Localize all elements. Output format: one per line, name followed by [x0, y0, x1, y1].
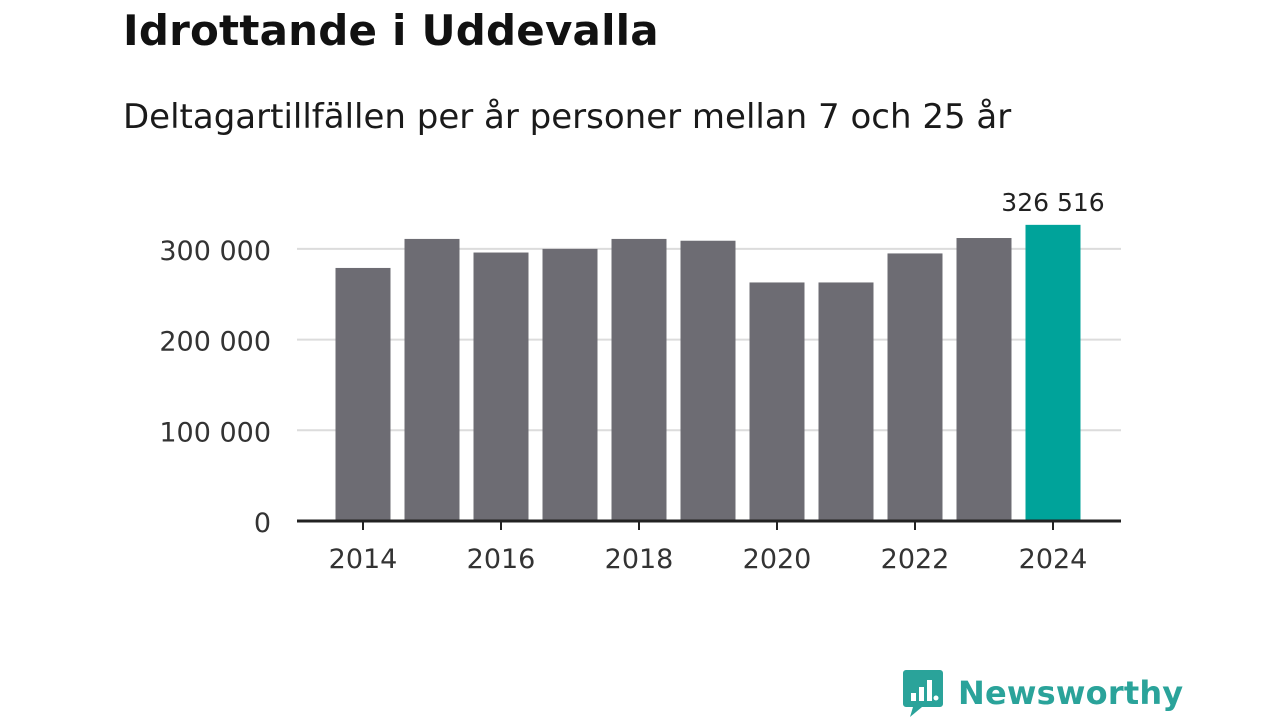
- bar: [404, 238, 460, 521]
- newsworthy-logo-icon: [903, 670, 943, 717]
- newsworthy-logo: Newsworthy: [902, 668, 1183, 718]
- x-tick-label: 2020: [743, 544, 812, 575]
- bar: [335, 267, 391, 521]
- x-tick-label: 2014: [329, 544, 398, 575]
- x-tick-label: 2024: [1019, 544, 1088, 575]
- x-tick-label: 2016: [467, 544, 536, 575]
- bar: [887, 253, 943, 521]
- bar-highlight: [1025, 224, 1081, 522]
- newsworthy-logo-text: Newsworthy: [958, 674, 1184, 712]
- bar: [542, 248, 598, 521]
- y-tick-label: 300 000: [159, 236, 271, 267]
- chart-subtitle: Deltagartillfällen per år personer mella…: [123, 97, 1012, 137]
- x-tick-label: 2018: [605, 544, 674, 575]
- bar: [749, 282, 805, 521]
- x-tick-label: 2022: [881, 544, 950, 575]
- bar: [473, 252, 529, 521]
- y-tick-label: 100 000: [159, 417, 271, 448]
- bar: [818, 282, 874, 521]
- bar: [611, 238, 667, 521]
- bar: [956, 238, 1012, 522]
- y-tick-label: 0: [254, 508, 271, 539]
- chart-title: Idrottande i Uddevalla: [123, 6, 659, 55]
- y-tick-label: 200 000: [159, 327, 271, 358]
- data-label: 326 516: [1001, 188, 1104, 217]
- bar: [680, 240, 736, 521]
